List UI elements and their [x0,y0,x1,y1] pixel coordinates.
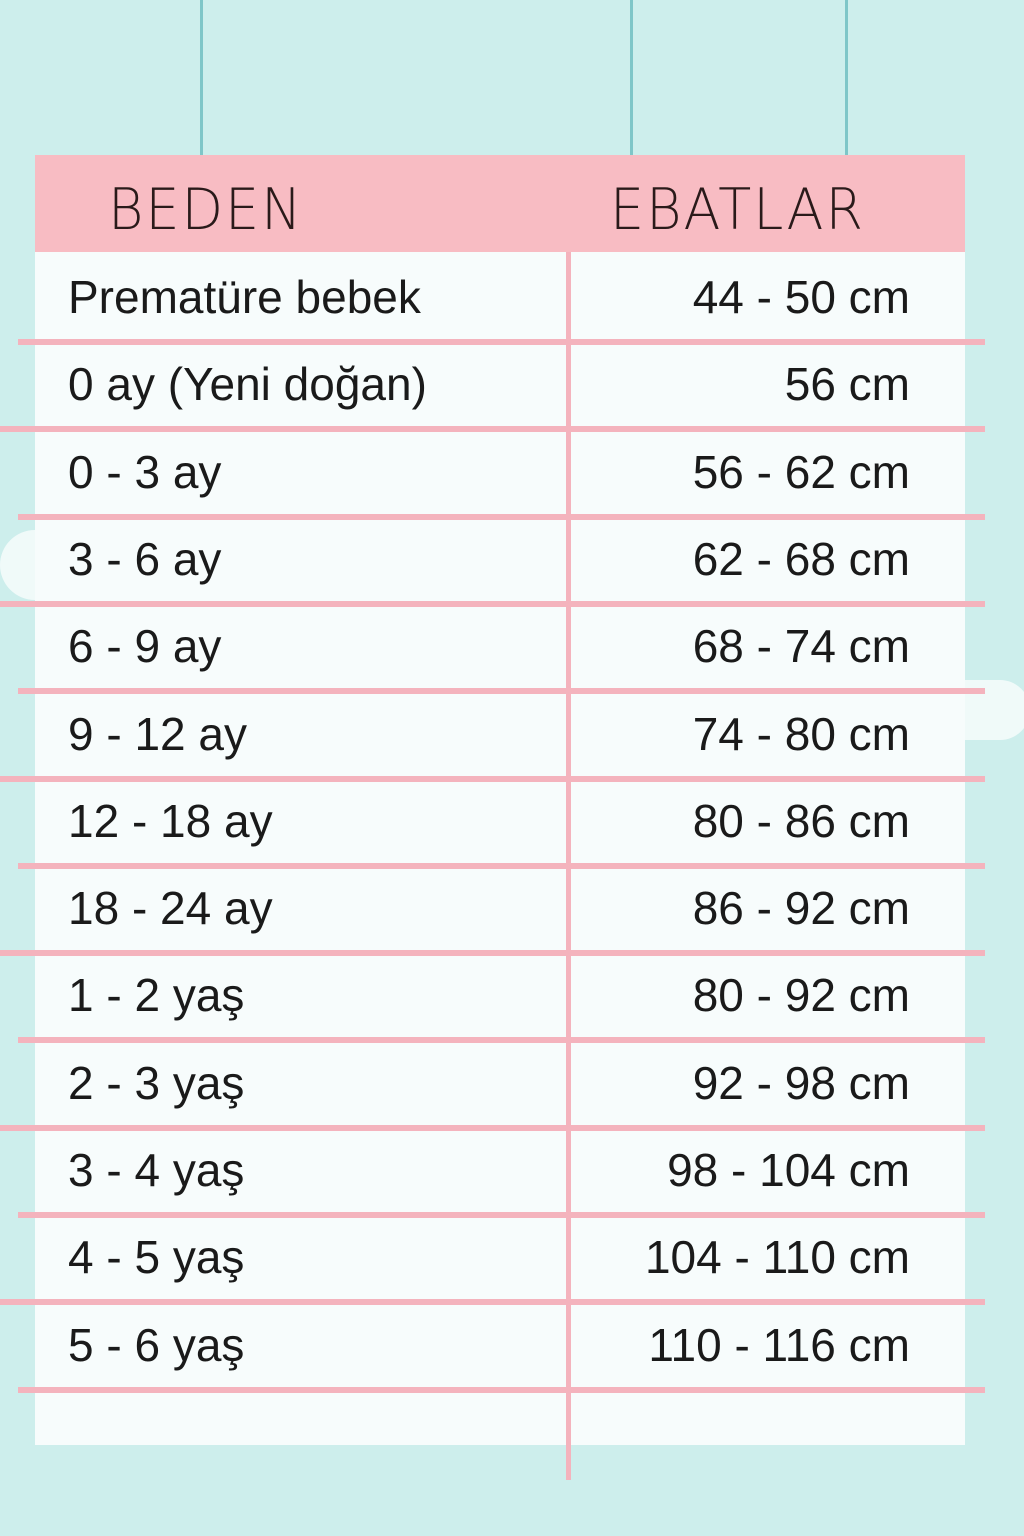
row-divider [0,426,985,433]
header-measurements: EBATLAR [610,176,865,243]
hanging-string [845,0,848,160]
measurement-cell: 62 - 68 cm [692,532,910,585]
header-size: BEDEN [108,176,304,243]
size-cell: 9 - 12 ay [68,707,247,760]
row-divider [18,1386,985,1393]
measurement-cell: 92 - 98 cm [692,1056,910,1109]
size-cell: 6 - 9 ay [68,620,222,673]
measurement-cell: 80 - 92 cm [692,969,910,1022]
row-divider [18,513,985,520]
size-cell: 0 - 3 ay [68,445,222,498]
measurement-cell: 86 - 92 cm [692,882,910,935]
measurement-cell: 98 - 104 cm [667,1144,910,1196]
size-table [35,155,965,1445]
row-divider [0,950,985,957]
hanging-string [630,0,633,160]
size-cell: 1 - 2 yaş [68,969,245,1022]
row-divider [18,1037,985,1044]
row-divider [18,688,985,695]
measurement-cell: 56 - 62 cm [692,445,910,498]
measurement-cell: 80 - 86 cm [692,794,910,847]
size-cell: 0 ay (Yeni doğan) [68,358,427,411]
size-cell: 18 - 24 ay [68,882,273,935]
size-cell: 3 - 4 yaş [68,1144,245,1196]
size-cell: 5 - 6 yaş [68,1318,245,1371]
row-divider [0,775,985,782]
size-cell: 2 - 3 yaş [68,1056,245,1109]
measurement-cell: 56 cm [784,358,910,411]
table-header [35,155,965,252]
hanging-string [200,0,203,160]
measurement-cell: 104 - 110 cm [644,1231,910,1284]
measurement-cell: 68 - 74 cm [692,620,910,673]
row-divider [0,1124,985,1131]
row-divider [0,600,985,607]
row-divider [0,1299,985,1306]
measurement-cell: 110 - 116 cm [648,1318,910,1371]
size-cell: 3 - 6 ay [68,532,222,585]
row-divider [18,862,985,869]
row-divider [18,339,985,345]
measurement-cell: 74 - 80 cm [692,707,910,760]
size-cell: Prematüre bebek [68,271,421,323]
size-cell: 4 - 5 yaş [68,1231,245,1284]
row-divider [18,1212,985,1218]
size-cell: 12 - 18 ay [68,794,273,847]
measurement-cell: 44 - 50 cm [692,271,910,323]
